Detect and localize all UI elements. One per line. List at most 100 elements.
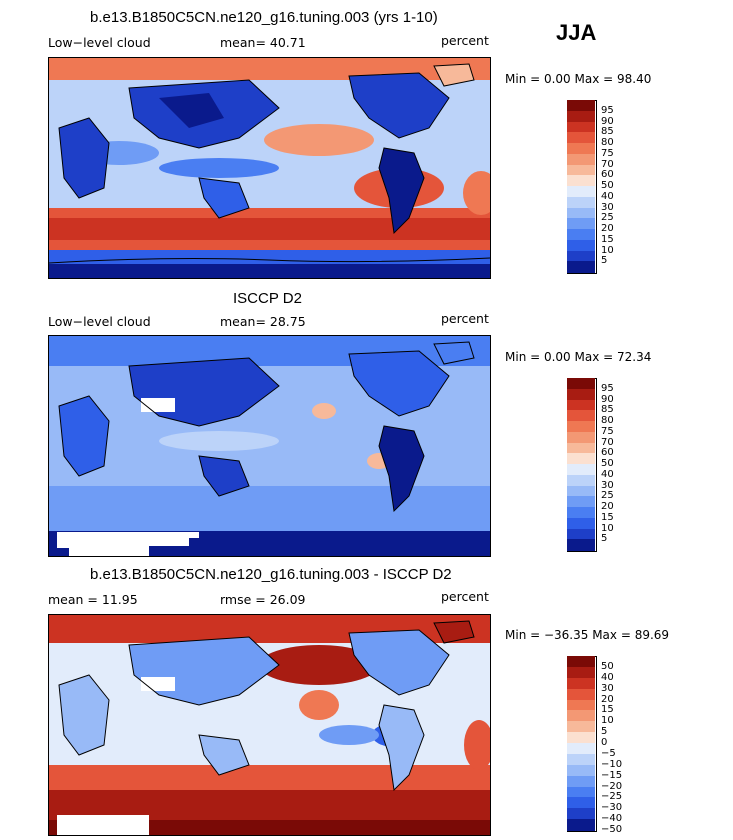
colorbar-tick-label: 50: [601, 660, 614, 672]
colorbar-tick-label: 50: [601, 180, 614, 191]
colorbar-swatch: [567, 388, 595, 400]
colorbar-swatch: [567, 732, 595, 744]
colorbar-tick-label: 40: [601, 190, 614, 202]
colorbar-swatch: [567, 688, 595, 700]
units-label: percent: [441, 33, 489, 48]
colorbar-swatch: [567, 153, 595, 165]
map-isccp-low-cloud: [48, 335, 491, 557]
colorbar-swatch: [567, 100, 595, 112]
colorbar-swatch: [567, 431, 595, 443]
colorbar-swatch: [567, 464, 595, 476]
colorbar-tick-label: 75: [601, 147, 614, 159]
colorbar-tick-label: 25: [601, 212, 614, 224]
colorbar-swatch: [567, 528, 595, 540]
colorbar-tick-label: 30: [601, 201, 614, 213]
colorbar-tick-label: −25: [601, 791, 623, 803]
colorbar-tick-label: 10: [601, 244, 614, 256]
colorbar-swatch: [567, 442, 595, 454]
mean-label: mean= 40.71: [220, 35, 306, 50]
mean-label: mean= 28.75: [220, 314, 306, 329]
colorbar-tick-label: 95: [601, 382, 614, 394]
colorbar-tick-label: 5: [601, 533, 608, 545]
colorbar-swatch: [567, 819, 595, 831]
mean-label: mean = 11.95: [48, 592, 138, 607]
colorbar-swatch: [567, 410, 595, 422]
colorbar-tick-label: −30: [601, 802, 623, 814]
colorbar-tick-label: 5: [601, 726, 608, 738]
min-max-label: Min = 0.00 Max = 98.40: [505, 72, 652, 86]
colorbar-tick-label: 70: [601, 158, 614, 170]
colorbar-tick-label: 40: [601, 468, 614, 480]
panel-title: b.e13.B1850C5CN.ne120_g16.tuning.003 - I…: [90, 566, 452, 583]
colorbar-swatch: [567, 710, 595, 722]
colorbar-tick-label: −15: [601, 769, 623, 781]
colorbar-swatch: [567, 485, 595, 497]
colorbar-swatch: [567, 239, 595, 251]
colorbar-swatch: [567, 656, 595, 668]
min-max-label: Min = 0.00 Max = 72.34: [505, 350, 652, 364]
colorbar-swatch: [567, 143, 595, 155]
colorbar-swatch: [567, 786, 595, 798]
colorbar-tick-label: 85: [601, 126, 614, 138]
panel-title: b.e13.B1850C5CN.ne120_g16.tuning.003 (yr…: [90, 9, 438, 26]
colorbar-swatch: [567, 196, 595, 208]
colorbar-swatch: [567, 775, 595, 787]
colorbar-tick-label: 60: [601, 169, 614, 181]
panel-title: ISCCP D2: [233, 290, 302, 307]
colorbar-swatch: [567, 175, 595, 187]
colorbar-swatch: [567, 474, 595, 486]
colorbar-swatch: [567, 453, 595, 465]
colorbar-tick-label: 20: [601, 693, 614, 705]
colorbar-swatch: [567, 496, 595, 508]
colorbar-tick-label: 60: [601, 447, 614, 459]
colorbar-swatch: [567, 399, 595, 411]
colorbar-swatch: [567, 764, 595, 777]
colorbar-tick-label: −10: [601, 758, 623, 770]
colorbar-tick-label: 15: [601, 511, 614, 523]
colorbar-swatch: [567, 164, 595, 176]
colorbar-swatch: [567, 121, 595, 133]
colorbar-tick-label: 30: [601, 479, 614, 491]
colorbar-swatch: [567, 666, 595, 679]
colorbar-tick-label: 10: [601, 715, 614, 727]
season-label: JJA: [556, 20, 597, 45]
colorbar-swatch: [567, 743, 595, 755]
colorbar-tick-label: 95: [601, 104, 614, 116]
colorbar-tick-label: 75: [601, 425, 614, 437]
colorbar-swatch: [567, 421, 595, 433]
colorbar-tick-label: 25: [601, 490, 614, 502]
colorbar-tick-label: 80: [601, 137, 614, 148]
colorbar-tick-label: −5: [601, 747, 616, 759]
colorbar-swatch: [567, 229, 595, 241]
min-max-label: Min = −36.35 Max = 89.69: [505, 628, 670, 642]
variable-label: Low−level cloud: [48, 35, 151, 50]
colorbar-tick-label: 15: [601, 704, 614, 716]
colorbar-swatch: [567, 250, 595, 262]
colorbar-swatch: [567, 186, 595, 198]
colorbar-tick-label: 90: [601, 115, 614, 127]
colorbar-swatch: [567, 699, 595, 711]
colorbar-tick-label: 40: [601, 671, 614, 683]
colorbar-swatch: [567, 132, 595, 144]
colorbar-swatch: [567, 753, 595, 766]
colorbar-tick-label: 80: [601, 415, 614, 426]
map-difference: [48, 614, 491, 836]
colorbar-tick-label: 90: [601, 393, 614, 405]
colorbar-tick-label: 10: [601, 522, 614, 534]
colorbar-swatch: [567, 539, 595, 551]
colorbar-tick-label: −20: [601, 780, 623, 792]
colorbar-tick-label: 20: [601, 223, 614, 234]
units-label: percent: [441, 311, 489, 326]
colorbar-swatch: [567, 218, 595, 230]
colorbar-swatch: [567, 207, 595, 219]
colorbar-swatch: [567, 110, 595, 122]
units-label: percent: [441, 589, 489, 604]
colorbar-tick-label: −50: [601, 824, 623, 835]
colorbar-swatch: [567, 808, 595, 820]
rmse-label: rmse = 26.09: [220, 592, 306, 607]
colorbar-tick-label: 85: [601, 404, 614, 416]
colorbar-tick-label: 50: [601, 458, 614, 469]
colorbar-tick-label: −40: [601, 813, 623, 825]
colorbar-tick-label: 0: [601, 737, 608, 748]
colorbar-swatch: [567, 677, 595, 690]
